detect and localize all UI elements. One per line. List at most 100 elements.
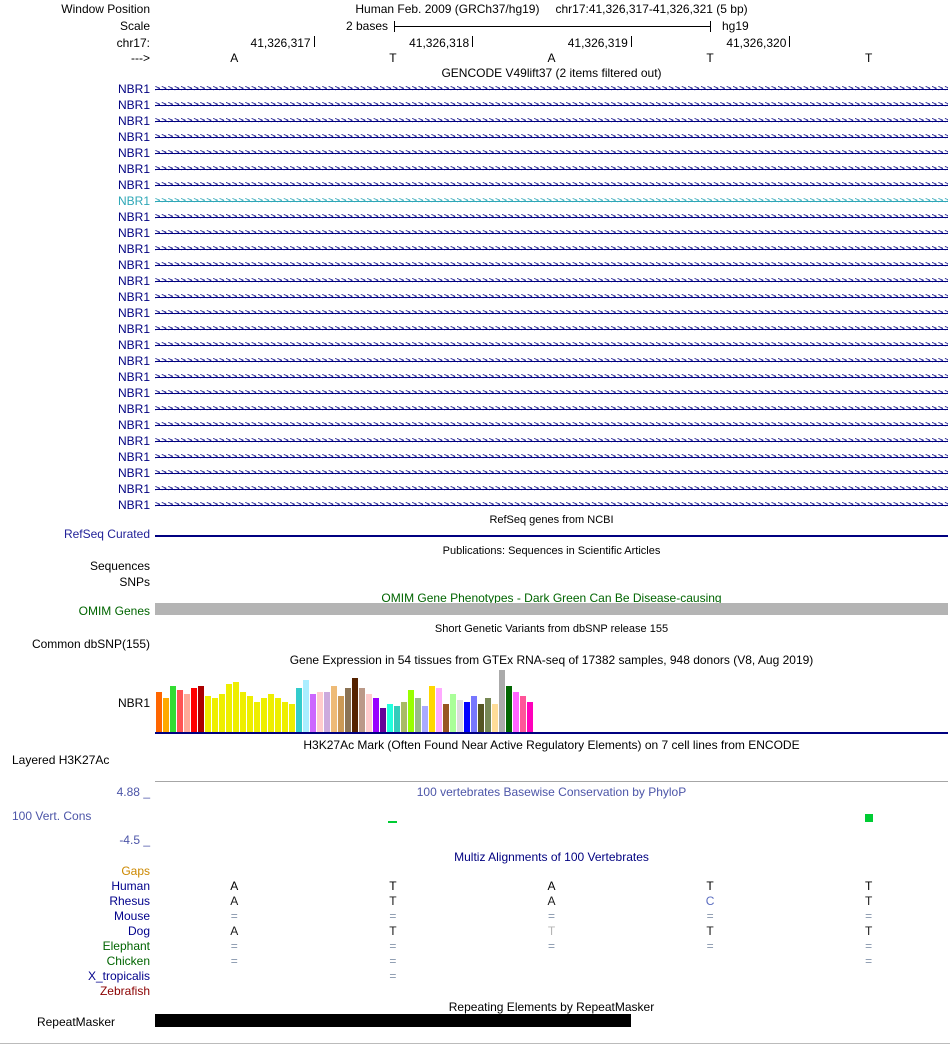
refseq-gene-item[interactable] xyxy=(155,535,948,537)
gtex-expression-bar[interactable] xyxy=(394,706,400,732)
gtex-expression-bar[interactable] xyxy=(366,694,372,732)
sequences-track-label[interactable]: Sequences xyxy=(89,559,150,573)
gtex-expression-bar[interactable] xyxy=(527,702,533,732)
gencode-transcript-arrows[interactable]: >>>>>>>>>>>>>>>>>>>>>>>>>>>>>>>>>>>>>>>>… xyxy=(155,369,948,385)
gtex-expression-bar[interactable] xyxy=(520,696,526,732)
gtex-expression-bar[interactable] xyxy=(170,686,176,732)
omim-gene-bar[interactable] xyxy=(155,603,948,615)
gencode-item-label[interactable]: NBR1 xyxy=(117,482,150,496)
repeatmasker-item-bar[interactable] xyxy=(155,1014,631,1027)
gencode-transcript-arrows[interactable]: >>>>>>>>>>>>>>>>>>>>>>>>>>>>>>>>>>>>>>>>… xyxy=(155,177,948,193)
gtex-expression-bar[interactable] xyxy=(303,680,309,732)
gencode-transcript-arrows[interactable]: >>>>>>>>>>>>>>>>>>>>>>>>>>>>>>>>>>>>>>>>… xyxy=(155,481,948,497)
gtex-expression-bar[interactable] xyxy=(331,686,337,732)
gtex-expression-bar[interactable] xyxy=(247,696,253,732)
gtex-expression-bar[interactable] xyxy=(373,698,379,732)
gencode-transcript-arrows[interactable]: >>>>>>>>>>>>>>>>>>>>>>>>>>>>>>>>>>>>>>>>… xyxy=(155,321,948,337)
gencode-item-label[interactable]: NBR1 xyxy=(117,242,150,256)
gtex-expression-bar[interactable] xyxy=(254,702,260,732)
gtex-expression-bar[interactable] xyxy=(345,688,351,732)
gtex-expression-bar[interactable] xyxy=(401,702,407,732)
dbsnp-track-label[interactable]: Common dbSNP(155) xyxy=(31,637,150,651)
gencode-transcript-arrows[interactable]: >>>>>>>>>>>>>>>>>>>>>>>>>>>>>>>>>>>>>>>>… xyxy=(155,337,948,353)
gencode-transcript-arrows[interactable]: >>>>>>>>>>>>>>>>>>>>>>>>>>>>>>>>>>>>>>>>… xyxy=(155,97,948,113)
gencode-item-label[interactable]: NBR1 xyxy=(117,290,150,304)
gencode-item-label[interactable]: NBR1 xyxy=(117,98,150,112)
h3k27ac-track-label[interactable]: Layered H3K27Ac xyxy=(12,753,110,767)
gencode-item-label[interactable]: NBR1 xyxy=(117,306,150,320)
gtex-expression-bar[interactable] xyxy=(499,670,505,732)
gtex-expression-bar[interactable] xyxy=(233,682,239,732)
gencode-transcript-arrows[interactable]: >>>>>>>>>>>>>>>>>>>>>>>>>>>>>>>>>>>>>>>>… xyxy=(155,145,948,161)
gencode-item-label[interactable]: NBR1 xyxy=(117,322,150,336)
gtex-expression-bar[interactable] xyxy=(177,690,183,732)
gencode-transcript-arrows[interactable]: >>>>>>>>>>>>>>>>>>>>>>>>>>>>>>>>>>>>>>>>… xyxy=(155,161,948,177)
gtex-expression-bar[interactable] xyxy=(436,688,442,732)
gencode-item-label[interactable]: NBR1 xyxy=(117,498,150,512)
gtex-expression-bar[interactable] xyxy=(156,692,162,732)
gtex-expression-bar[interactable] xyxy=(408,690,414,732)
gtex-gene-label[interactable]: NBR1 xyxy=(117,696,150,710)
gencode-transcript-arrows[interactable]: >>>>>>>>>>>>>>>>>>>>>>>>>>>>>>>>>>>>>>>>… xyxy=(155,193,948,209)
gtex-expression-bar[interactable] xyxy=(219,694,225,732)
gencode-transcript-arrows[interactable]: >>>>>>>>>>>>>>>>>>>>>>>>>>>>>>>>>>>>>>>>… xyxy=(155,113,948,129)
omim-genes-label[interactable]: OMIM Genes xyxy=(78,604,150,618)
gencode-item-label[interactable]: NBR1 xyxy=(117,434,150,448)
gtex-expression-bar[interactable] xyxy=(163,698,169,732)
gtex-expression-bar[interactable] xyxy=(492,704,498,732)
gtex-expression-bar[interactable] xyxy=(296,688,302,732)
gtex-expression-bar[interactable] xyxy=(310,694,316,732)
gencode-transcript-arrows[interactable]: >>>>>>>>>>>>>>>>>>>>>>>>>>>>>>>>>>>>>>>>… xyxy=(155,305,948,321)
gencode-transcript-arrows[interactable]: >>>>>>>>>>>>>>>>>>>>>>>>>>>>>>>>>>>>>>>>… xyxy=(155,81,948,97)
gtex-expression-bar[interactable] xyxy=(240,692,246,732)
gtex-expression-bar[interactable] xyxy=(261,698,267,732)
gtex-expression-bar[interactable] xyxy=(268,694,274,732)
gencode-item-label[interactable]: NBR1 xyxy=(117,210,150,224)
gencode-transcript-arrows[interactable]: >>>>>>>>>>>>>>>>>>>>>>>>>>>>>>>>>>>>>>>>… xyxy=(155,273,948,289)
gencode-item-label[interactable]: NBR1 xyxy=(117,466,150,480)
gencode-transcript-arrows[interactable]: >>>>>>>>>>>>>>>>>>>>>>>>>>>>>>>>>>>>>>>>… xyxy=(155,449,948,465)
gencode-item-label[interactable]: NBR1 xyxy=(117,226,150,240)
gencode-item-label[interactable]: NBR1 xyxy=(117,450,150,464)
gtex-expression-bar[interactable] xyxy=(457,700,463,732)
gencode-item-label[interactable]: NBR1 xyxy=(117,194,150,208)
gencode-transcript-arrows[interactable]: >>>>>>>>>>>>>>>>>>>>>>>>>>>>>>>>>>>>>>>>… xyxy=(155,417,948,433)
gencode-item-label[interactable]: NBR1 xyxy=(117,178,150,192)
gencode-transcript-arrows[interactable]: >>>>>>>>>>>>>>>>>>>>>>>>>>>>>>>>>>>>>>>>… xyxy=(155,401,948,417)
gtex-expression-bar[interactable] xyxy=(471,696,477,732)
gtex-expression-bar[interactable] xyxy=(464,702,470,732)
gtex-expression-bar[interactable] xyxy=(184,694,190,732)
gtex-expression-bar[interactable] xyxy=(191,688,197,732)
gtex-expression-bar[interactable] xyxy=(289,704,295,732)
gencode-transcript-arrows[interactable]: >>>>>>>>>>>>>>>>>>>>>>>>>>>>>>>>>>>>>>>>… xyxy=(155,257,948,273)
gtex-expression-bar[interactable] xyxy=(387,704,393,732)
gtex-expression-bar[interactable] xyxy=(485,698,491,732)
gtex-expression-bar[interactable] xyxy=(380,708,386,732)
gencode-item-label[interactable]: NBR1 xyxy=(117,338,150,352)
gencode-item-label[interactable]: NBR1 xyxy=(117,258,150,272)
gtex-expression-bar[interactable] xyxy=(352,678,358,732)
gencode-item-label[interactable]: NBR1 xyxy=(117,354,150,368)
gtex-expression-bar[interactable] xyxy=(429,686,435,732)
gencode-item-label[interactable]: NBR1 xyxy=(117,402,150,416)
gencode-transcript-arrows[interactable]: >>>>>>>>>>>>>>>>>>>>>>>>>>>>>>>>>>>>>>>>… xyxy=(155,129,948,145)
gencode-transcript-arrows[interactable]: >>>>>>>>>>>>>>>>>>>>>>>>>>>>>>>>>>>>>>>>… xyxy=(155,385,948,401)
gtex-expression-bar[interactable] xyxy=(198,686,204,732)
gencode-item-label[interactable]: NBR1 xyxy=(117,114,150,128)
gencode-item-label[interactable]: NBR1 xyxy=(117,274,150,288)
gencode-transcript-arrows[interactable]: >>>>>>>>>>>>>>>>>>>>>>>>>>>>>>>>>>>>>>>>… xyxy=(155,465,948,481)
gencode-transcript-arrows[interactable]: >>>>>>>>>>>>>>>>>>>>>>>>>>>>>>>>>>>>>>>>… xyxy=(155,433,948,449)
gencode-transcript-arrows[interactable]: >>>>>>>>>>>>>>>>>>>>>>>>>>>>>>>>>>>>>>>>… xyxy=(155,353,948,369)
gtex-expression-bar[interactable] xyxy=(506,686,512,732)
gtex-expression-bar[interactable] xyxy=(359,688,365,732)
gtex-expression-bar[interactable] xyxy=(478,704,484,732)
gencode-item-label[interactable]: NBR1 xyxy=(117,386,150,400)
gtex-expression-bar[interactable] xyxy=(205,696,211,732)
gtex-expression-bar[interactable] xyxy=(226,684,232,732)
gencode-transcript-arrows[interactable]: >>>>>>>>>>>>>>>>>>>>>>>>>>>>>>>>>>>>>>>>… xyxy=(155,241,948,257)
gencode-transcript-arrows[interactable]: >>>>>>>>>>>>>>>>>>>>>>>>>>>>>>>>>>>>>>>>… xyxy=(155,209,948,225)
gencode-transcript-arrows[interactable]: >>>>>>>>>>>>>>>>>>>>>>>>>>>>>>>>>>>>>>>>… xyxy=(155,225,948,241)
gtex-expression-bar[interactable] xyxy=(324,692,330,732)
phylop-track-label[interactable]: 100 Vert. Cons xyxy=(12,809,92,823)
gtex-expression-bar[interactable] xyxy=(443,704,449,732)
